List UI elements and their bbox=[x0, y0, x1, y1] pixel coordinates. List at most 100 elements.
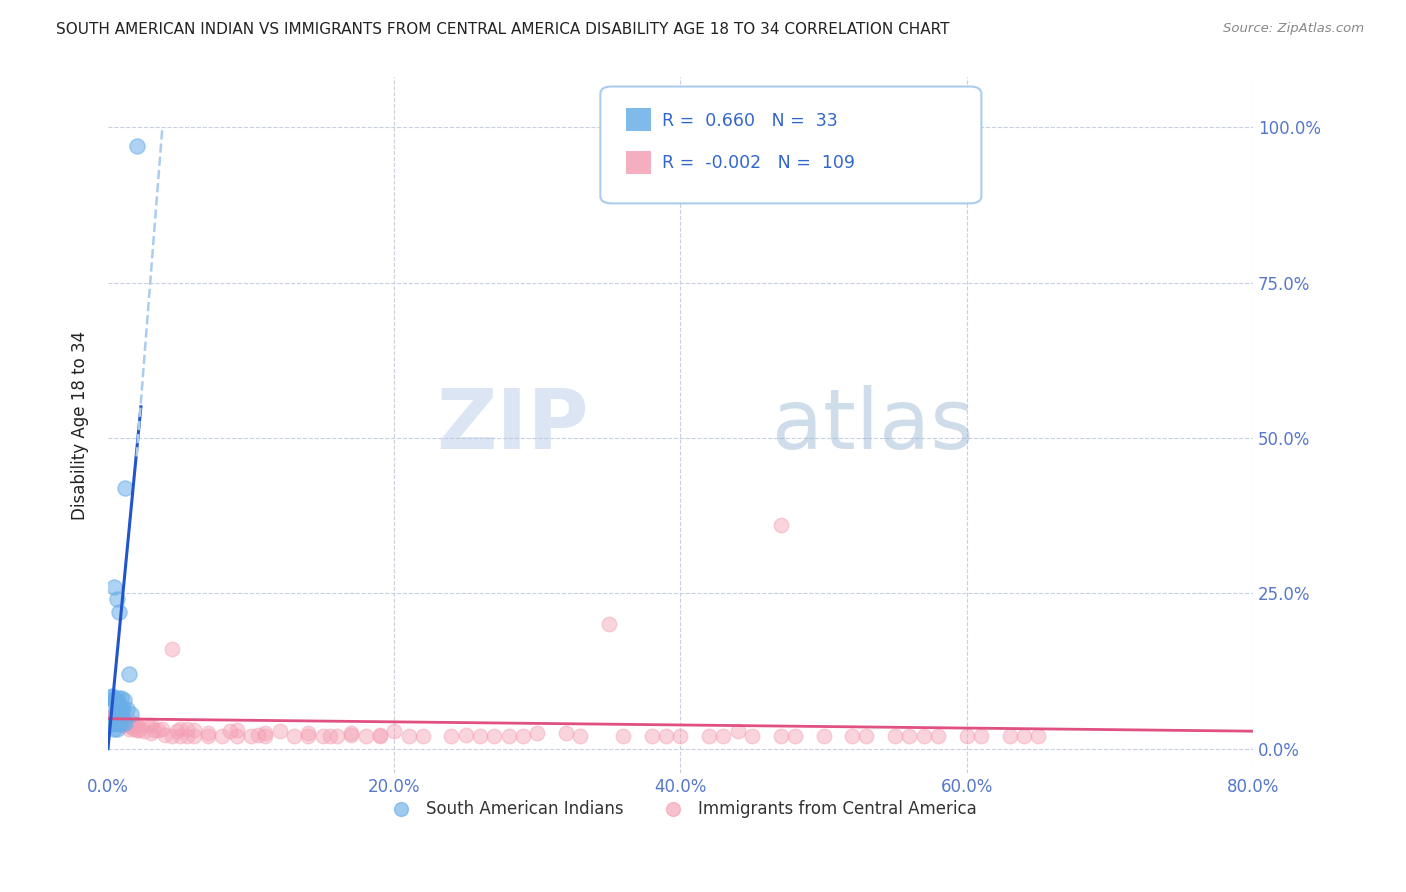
Point bbox=[142, 723, 165, 737]
Point bbox=[912, 729, 935, 743]
Point bbox=[741, 729, 763, 743]
Point bbox=[225, 729, 247, 743]
Point bbox=[120, 720, 142, 734]
Point bbox=[225, 723, 247, 737]
Point bbox=[311, 729, 333, 743]
Point bbox=[122, 722, 145, 736]
Point bbox=[103, 715, 125, 730]
Point bbox=[111, 716, 134, 731]
Point bbox=[612, 729, 634, 743]
Point bbox=[382, 724, 405, 739]
Point bbox=[107, 714, 129, 728]
Point bbox=[125, 720, 148, 734]
Text: atlas: atlas bbox=[772, 385, 974, 466]
Point bbox=[110, 715, 132, 730]
Point bbox=[103, 722, 125, 736]
Point bbox=[669, 729, 692, 743]
Legend: South American Indians, Immigrants from Central America: South American Indians, Immigrants from … bbox=[377, 793, 984, 824]
Point bbox=[108, 703, 131, 717]
Point bbox=[484, 729, 506, 743]
Point bbox=[105, 592, 128, 607]
Point bbox=[368, 729, 391, 743]
Point bbox=[118, 667, 141, 681]
Point bbox=[139, 718, 162, 732]
Point bbox=[176, 729, 198, 743]
Point bbox=[247, 728, 270, 742]
Point bbox=[104, 709, 127, 723]
Point bbox=[368, 728, 391, 742]
Point bbox=[197, 729, 219, 743]
Point bbox=[108, 714, 131, 729]
Point bbox=[139, 726, 162, 740]
Point bbox=[125, 716, 148, 731]
Point bbox=[1026, 729, 1049, 743]
Point bbox=[105, 716, 128, 731]
Point bbox=[269, 724, 291, 739]
Point bbox=[110, 712, 132, 726]
Point bbox=[211, 729, 233, 743]
Point bbox=[813, 729, 835, 743]
Point bbox=[101, 716, 124, 731]
Point bbox=[769, 729, 792, 743]
Point bbox=[103, 707, 125, 722]
Point bbox=[183, 729, 205, 743]
Point bbox=[114, 715, 136, 730]
Point bbox=[454, 728, 477, 742]
Point bbox=[927, 729, 949, 743]
Point bbox=[110, 716, 132, 731]
Point bbox=[100, 690, 122, 704]
Point bbox=[107, 702, 129, 716]
Point bbox=[128, 723, 150, 737]
Point bbox=[111, 715, 134, 730]
Point bbox=[297, 729, 319, 743]
Point bbox=[169, 722, 191, 736]
Point bbox=[998, 729, 1021, 743]
Point bbox=[218, 724, 240, 739]
Text: Source: ZipAtlas.com: Source: ZipAtlas.com bbox=[1223, 22, 1364, 36]
Point bbox=[655, 729, 678, 743]
Point bbox=[115, 702, 138, 716]
Point bbox=[103, 710, 125, 724]
Point bbox=[120, 715, 142, 730]
Point bbox=[104, 714, 127, 728]
Point bbox=[146, 723, 169, 737]
Point bbox=[104, 712, 127, 726]
Point bbox=[440, 729, 463, 743]
Point bbox=[783, 729, 806, 743]
Point bbox=[569, 729, 592, 743]
Point bbox=[110, 691, 132, 706]
Point bbox=[150, 722, 173, 736]
Point bbox=[104, 715, 127, 730]
Point bbox=[1012, 729, 1035, 743]
Point bbox=[319, 729, 342, 743]
Point bbox=[105, 723, 128, 737]
Point bbox=[970, 729, 993, 743]
Text: R =  -0.002   N =  109: R = -0.002 N = 109 bbox=[662, 154, 855, 172]
Point bbox=[108, 605, 131, 619]
Point bbox=[254, 729, 277, 743]
Point bbox=[354, 729, 377, 743]
Y-axis label: Disability Age 18 to 34: Disability Age 18 to 34 bbox=[72, 331, 89, 520]
Point bbox=[132, 724, 155, 739]
Point bbox=[103, 580, 125, 594]
Point bbox=[697, 729, 720, 743]
Point bbox=[100, 709, 122, 723]
Point bbox=[112, 716, 135, 731]
Point bbox=[956, 729, 979, 743]
Point bbox=[125, 138, 148, 153]
Point bbox=[108, 714, 131, 729]
Point bbox=[769, 517, 792, 532]
Point bbox=[898, 729, 921, 743]
Point bbox=[105, 693, 128, 707]
Text: R =  0.660   N =  33: R = 0.660 N = 33 bbox=[662, 112, 838, 129]
Point bbox=[125, 723, 148, 737]
Point bbox=[105, 712, 128, 726]
Text: SOUTH AMERICAN INDIAN VS IMMIGRANTS FROM CENTRAL AMERICA DISABILITY AGE 18 TO 34: SOUTH AMERICAN INDIAN VS IMMIGRANTS FROM… bbox=[56, 22, 949, 37]
Point bbox=[111, 714, 134, 729]
Point bbox=[166, 724, 188, 739]
Point bbox=[598, 617, 620, 632]
Point bbox=[115, 716, 138, 731]
Point bbox=[169, 729, 191, 743]
Point bbox=[114, 716, 136, 731]
Point bbox=[512, 729, 534, 743]
